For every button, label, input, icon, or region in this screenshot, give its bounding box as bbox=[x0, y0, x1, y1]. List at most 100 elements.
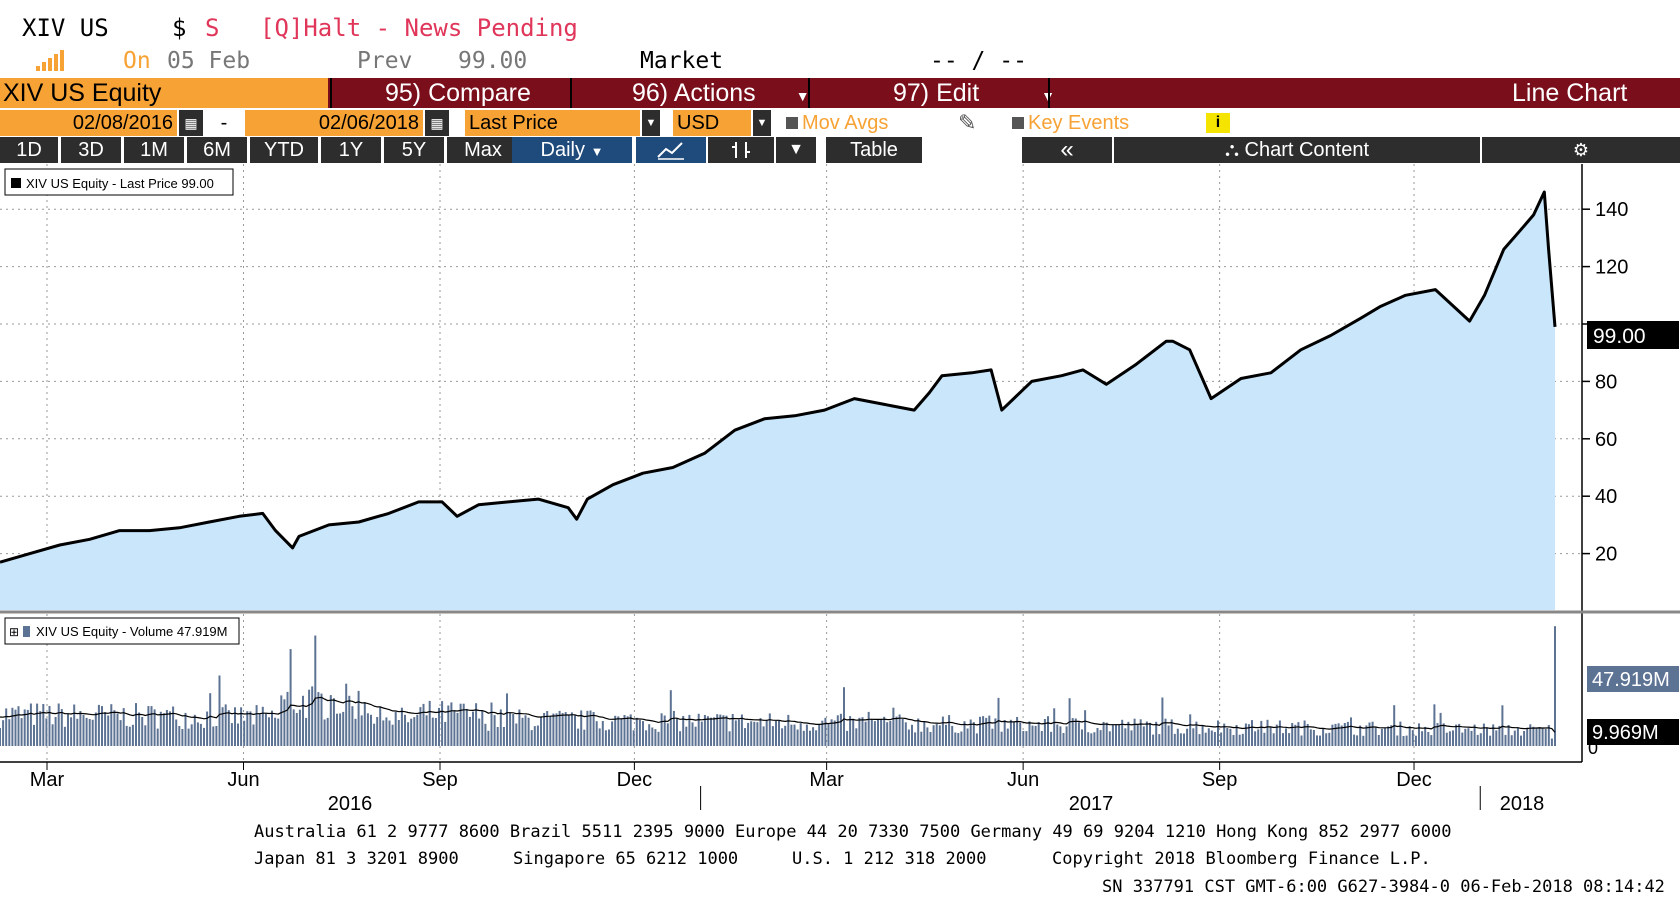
period-button-5y[interactable]: 5Y bbox=[384, 137, 444, 163]
volume-bar bbox=[199, 723, 202, 746]
period-button-1m[interactable]: 1M bbox=[124, 137, 184, 163]
volume-bar bbox=[771, 726, 774, 746]
volume-bar bbox=[861, 717, 864, 746]
end-calendar-icon[interactable]: ▦ bbox=[425, 110, 449, 136]
volume-bar bbox=[812, 727, 815, 746]
volume-bar bbox=[533, 726, 536, 746]
chevron-down-icon[interactable]: ▼ bbox=[776, 137, 816, 163]
volume-bar bbox=[1430, 735, 1433, 746]
footer-us: U.S. 1 212 318 2000 bbox=[792, 849, 987, 869]
bar-style-icon[interactable] bbox=[708, 137, 774, 163]
frequency-label: Daily bbox=[540, 139, 585, 161]
price-legend[interactable]: XIV US Equity - Last Price 99.00 bbox=[4, 168, 234, 196]
volume-bar bbox=[555, 713, 558, 746]
volume-bar bbox=[589, 710, 592, 746]
volume-moving-average bbox=[0, 696, 1556, 733]
line-chart-icon[interactable] bbox=[636, 137, 706, 163]
volume-bar bbox=[700, 721, 703, 746]
volume-bar bbox=[0, 728, 1, 746]
signal-bars-icon bbox=[35, 48, 67, 72]
volume-bar bbox=[889, 721, 892, 746]
frequency-select[interactable]: Daily ▼ bbox=[512, 137, 632, 163]
field-select[interactable]: Last Price bbox=[465, 110, 640, 136]
ticker[interactable]: XIV US bbox=[22, 14, 109, 42]
volume-bar bbox=[657, 731, 660, 746]
volume-bar bbox=[298, 709, 301, 746]
currency-select[interactable]: USD bbox=[673, 110, 751, 136]
volume-bar bbox=[1257, 729, 1260, 746]
volume-bar bbox=[768, 713, 771, 746]
volume-bar bbox=[790, 724, 793, 746]
volume-bar bbox=[453, 710, 456, 746]
period-button-max[interactable]: Max bbox=[447, 137, 519, 163]
volume-bar bbox=[793, 724, 796, 746]
volume-bar bbox=[264, 713, 267, 746]
collapse-left-button[interactable]: « bbox=[1022, 137, 1112, 163]
volume-bar bbox=[830, 719, 833, 746]
security-field[interactable]: XIV US Equity bbox=[0, 78, 328, 108]
volume-bar bbox=[901, 719, 904, 746]
actions-menu[interactable]: 96) Actions ▼ bbox=[632, 78, 810, 108]
start-calendar-icon[interactable]: ▦ bbox=[179, 110, 203, 136]
volume-bar bbox=[1232, 735, 1235, 746]
info-icon[interactable]: i bbox=[1206, 113, 1230, 133]
volume-bar bbox=[175, 719, 178, 746]
price-chart: 20 40 60 80 120 140 99.00 XIV US Equity - Las… bbox=[0, 164, 1680, 822]
volume-bar bbox=[1306, 724, 1309, 746]
chevron-down-icon: ▼ bbox=[795, 88, 810, 104]
volume-bar bbox=[753, 721, 756, 746]
volume-bar bbox=[1319, 735, 1321, 746]
volume-bars bbox=[0, 626, 1556, 746]
checkbox-icon bbox=[1012, 117, 1024, 129]
edit-menu[interactable]: 97) Edit▼ bbox=[893, 78, 1055, 108]
volume-bar bbox=[1176, 728, 1179, 746]
volume-bar bbox=[1056, 724, 1059, 746]
mov-avgs-toggle[interactable]: Mov Avgs bbox=[786, 110, 888, 136]
volume-bar bbox=[196, 722, 199, 746]
period-button-ytd[interactable]: YTD bbox=[250, 137, 318, 163]
volume-bar bbox=[1529, 724, 1532, 746]
volume-bar bbox=[462, 703, 465, 746]
volume-bar bbox=[744, 728, 746, 746]
volume-bar bbox=[781, 728, 784, 746]
period-button-1y[interactable]: 1Y bbox=[321, 137, 381, 163]
gear-icon[interactable]: ⚙ bbox=[1482, 137, 1680, 163]
volume-bar bbox=[1377, 735, 1380, 746]
double-chevron-left-icon: « bbox=[1060, 136, 1074, 163]
volume-bar bbox=[1504, 734, 1507, 746]
volume-bar bbox=[672, 710, 675, 746]
key-events-toggle[interactable]: Key Events bbox=[1012, 110, 1129, 136]
volume-bar bbox=[740, 714, 743, 746]
volume-bar bbox=[580, 710, 583, 746]
volume-bar bbox=[583, 729, 586, 746]
volume-bar bbox=[1043, 719, 1046, 746]
volume-bar bbox=[138, 712, 141, 746]
period-button-1d[interactable]: 1D bbox=[0, 137, 58, 163]
volume-bar bbox=[886, 722, 889, 746]
start-date-field[interactable]: 02/08/2016 bbox=[0, 110, 177, 136]
pencil-icon[interactable]: ✎ bbox=[958, 110, 977, 135]
volume-bar bbox=[682, 716, 685, 746]
chevron-down-icon[interactable]: ▼ bbox=[753, 110, 771, 136]
volume-ma-box bbox=[1587, 719, 1679, 745]
volume-bar bbox=[697, 713, 700, 746]
volume-legend[interactable]: ⊞ XIV US Equity - Volume 47.919M bbox=[4, 617, 240, 645]
volume-bar bbox=[165, 710, 168, 746]
compare-menu[interactable]: 95) Compare bbox=[385, 78, 531, 108]
volume-bar bbox=[960, 731, 963, 746]
chevron-down-icon[interactable]: ▼ bbox=[642, 110, 660, 136]
chart-type-label[interactable]: Line Chart bbox=[1512, 79, 1628, 107]
volume-bar bbox=[1291, 723, 1294, 746]
volume-bar bbox=[1278, 720, 1281, 746]
menu-divider bbox=[570, 78, 572, 108]
volume-bar bbox=[391, 724, 394, 746]
period-button-6m[interactable]: 6M bbox=[187, 137, 247, 163]
period-button-3d[interactable]: 3D bbox=[61, 137, 121, 163]
volume-bar bbox=[972, 722, 975, 746]
end-date-field[interactable]: 02/06/2018 bbox=[245, 110, 423, 136]
last-volume-tag: 47.919M bbox=[1587, 666, 1679, 692]
table-button[interactable]: Table bbox=[826, 137, 922, 163]
chart-content-button[interactable]: ⛬ Chart Content bbox=[1114, 137, 1480, 163]
volume-bar bbox=[295, 713, 298, 746]
mov-avgs-label: Mov Avgs bbox=[802, 112, 889, 134]
